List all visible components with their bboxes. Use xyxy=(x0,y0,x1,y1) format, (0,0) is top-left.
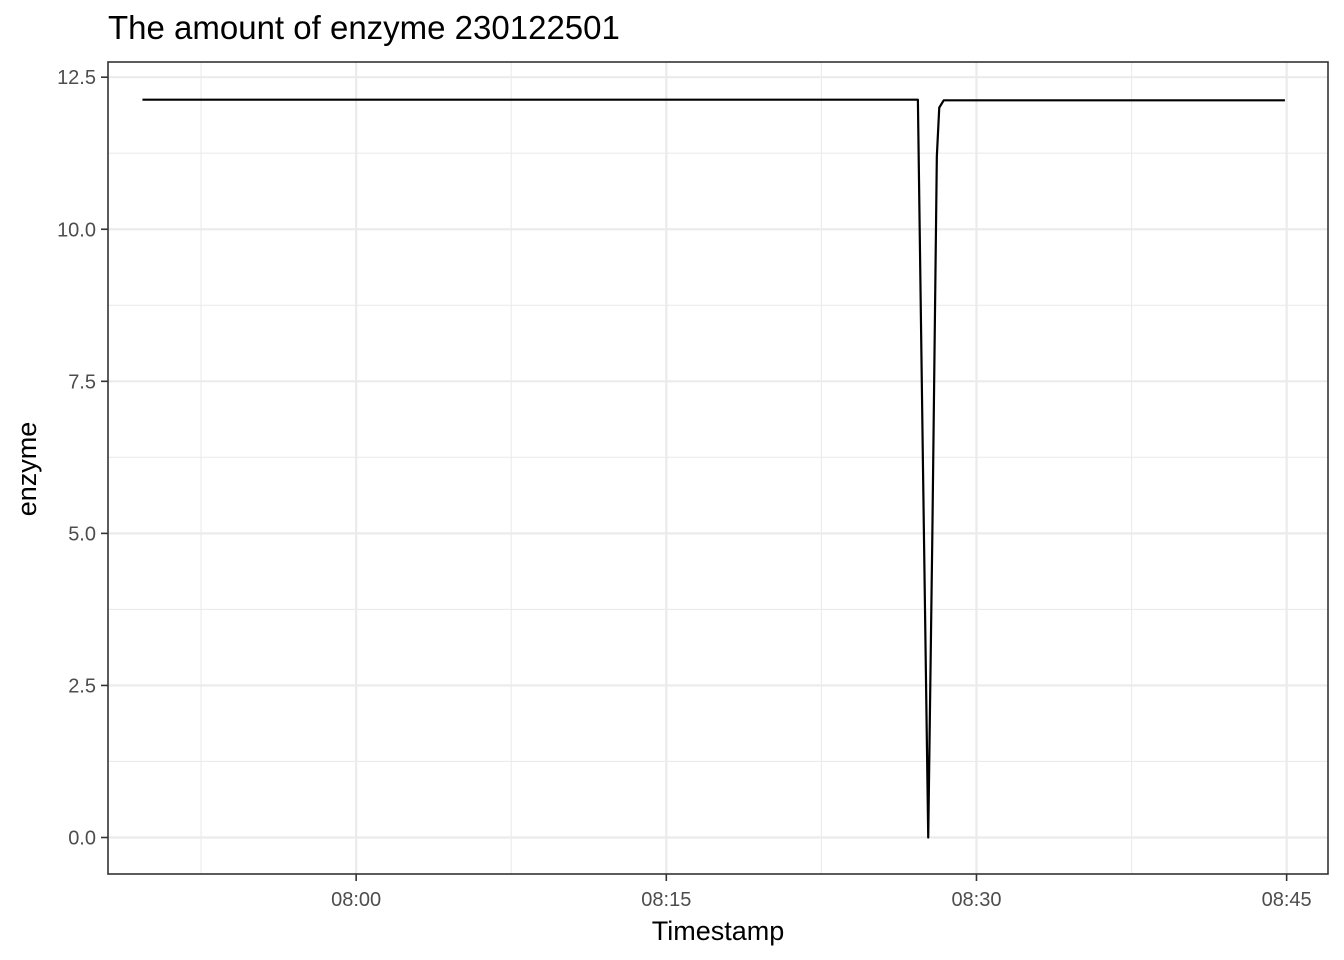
y-tick-label: 2.5 xyxy=(68,675,96,697)
y-tick-label: 12.5 xyxy=(57,67,96,89)
y-tick-label: 5.0 xyxy=(68,523,96,545)
x-axis-title: Timestamp xyxy=(652,916,785,946)
series-line-0 xyxy=(142,98,1285,839)
x-tick-label: 08:45 xyxy=(1262,889,1312,911)
x-tick-label: 08:30 xyxy=(951,889,1001,911)
y-tick-label: 0.0 xyxy=(68,828,96,850)
x-tick-label: 08:15 xyxy=(641,889,691,911)
x-axis: 08:00 08:15 08:30 08:45 xyxy=(331,874,1312,911)
y-axis: 0.0 2.5 5.0 7.5 10.0 12.5 xyxy=(57,67,108,850)
x-tick-label: 08:00 xyxy=(331,889,381,911)
y-axis-title: enzyme xyxy=(12,422,42,517)
plot-panel xyxy=(107,61,1329,875)
y-tick-label: 7.5 xyxy=(68,371,96,393)
series-layer xyxy=(142,98,1285,839)
grid xyxy=(108,62,1328,874)
chart-title: The amount of enzyme 230122501 xyxy=(108,9,620,46)
y-tick-label: 10.0 xyxy=(57,219,96,241)
